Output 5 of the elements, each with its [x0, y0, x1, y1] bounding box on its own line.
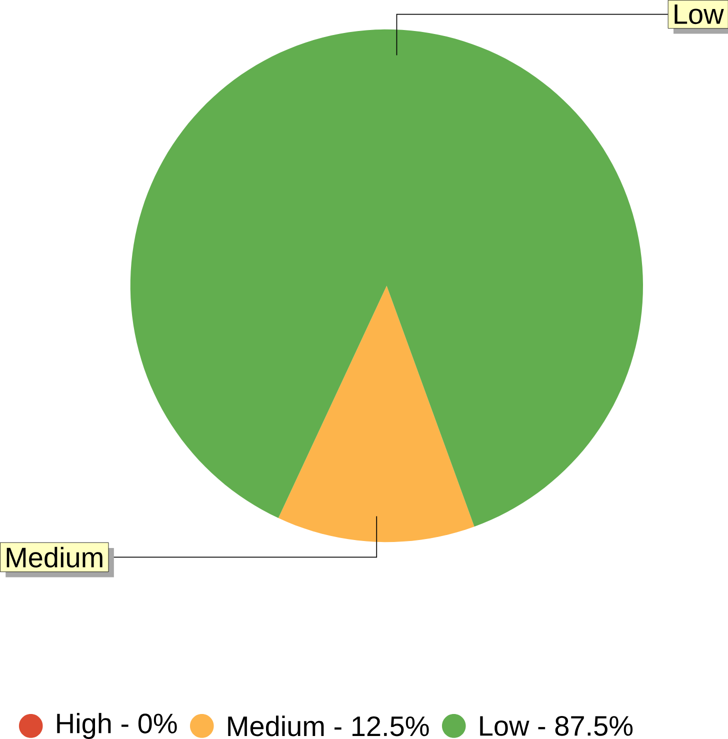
legend-label: Medium - 12.5%: [228, 716, 429, 736]
text: Low: [674, 4, 724, 24]
text: Medium: [6, 546, 102, 568]
legend-label: Low - 87.5%: [480, 716, 632, 736]
legend-label: High - 0%: [56, 712, 177, 739]
